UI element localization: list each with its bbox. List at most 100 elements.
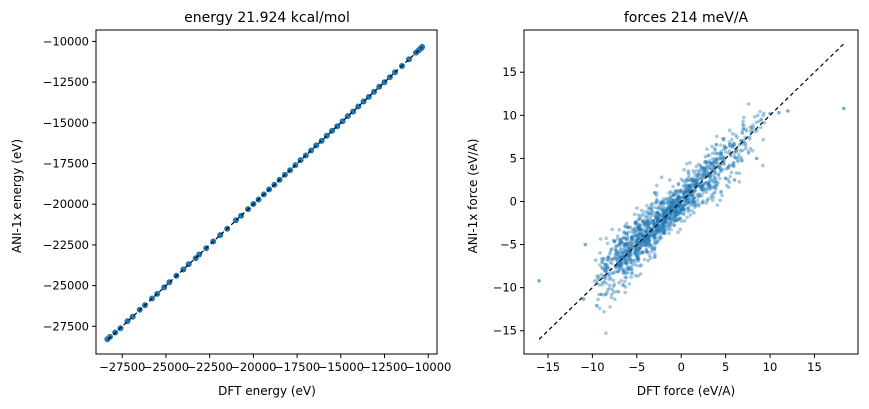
forces-data-point xyxy=(659,228,663,232)
forces-data-point xyxy=(676,217,681,222)
forces-data-point xyxy=(692,196,696,200)
forces-data-point xyxy=(666,223,671,228)
forces-data-point xyxy=(636,224,641,228)
forces-data-point xyxy=(676,217,681,222)
forces-data-point xyxy=(623,260,628,265)
forces-data-point xyxy=(672,209,677,213)
forces-data-point xyxy=(721,137,725,141)
forces-data-point xyxy=(638,241,642,246)
forces-data-point xyxy=(647,237,651,242)
forces-data-point xyxy=(721,159,726,164)
forces-data-point xyxy=(600,266,605,271)
forces-data-point xyxy=(669,204,674,209)
forces-data-point xyxy=(668,194,673,199)
forces-data-point xyxy=(617,281,621,285)
forces-data-point xyxy=(680,203,685,208)
forces-data-point xyxy=(638,246,642,250)
forces-data-point xyxy=(648,242,653,247)
forces-data-point xyxy=(671,184,675,189)
forces-data-point xyxy=(675,197,680,202)
forces-data-point xyxy=(674,215,679,220)
forces-data-point xyxy=(660,201,665,205)
forces-data-point xyxy=(652,232,657,237)
forces-data-point xyxy=(675,195,680,200)
forces-data-point xyxy=(646,220,650,224)
forces-data-point xyxy=(638,223,642,227)
forces-data-point xyxy=(674,211,679,215)
forces-data-point xyxy=(679,177,684,181)
forces-data-point xyxy=(696,172,701,177)
forces-data-point xyxy=(700,166,705,170)
forces-data-point xyxy=(633,221,638,225)
forces-data-point xyxy=(654,228,659,233)
energy-y-tick-label: −17500 xyxy=(43,157,89,171)
forces-data-point xyxy=(701,172,706,177)
forces-data-point xyxy=(699,185,703,189)
forces-data-point xyxy=(683,190,687,195)
forces-data-point xyxy=(609,247,613,252)
forces-data-point xyxy=(740,158,744,163)
forces-data-point xyxy=(701,169,706,174)
forces-data-point xyxy=(631,258,635,263)
forces-data-point xyxy=(641,243,645,247)
forces-data-point xyxy=(633,253,638,257)
forces-data-point xyxy=(697,162,701,167)
forces-panel: forces 214 meV/A −15 −10 −5 0 5 10 15 −15 −10 −5 0… xyxy=(466,10,859,398)
forces-data-point xyxy=(616,253,621,257)
forces-data-point xyxy=(677,203,682,208)
forces-data-point xyxy=(740,148,745,153)
forces-data-point xyxy=(640,243,644,248)
forces-data-point xyxy=(639,250,644,255)
forces-data-point xyxy=(636,248,641,252)
forces-data-point xyxy=(736,159,740,164)
forces-data-point xyxy=(706,174,711,178)
forces-data-point xyxy=(684,189,689,194)
forces-data-point xyxy=(682,203,687,207)
forces-data-point xyxy=(602,309,606,314)
forces-data-point xyxy=(676,197,681,201)
energy-y-tick-label: −27500 xyxy=(43,319,89,333)
forces-data-point xyxy=(682,167,686,172)
forces-data-point xyxy=(650,246,655,251)
forces-data-point xyxy=(635,263,639,268)
energy-chart-title: energy 21.924 kcal/mol xyxy=(184,10,350,26)
forces-data-point xyxy=(686,206,690,210)
forces-data-point xyxy=(702,174,707,178)
forces-data-point xyxy=(692,189,697,194)
forces-data-point xyxy=(710,198,715,203)
forces-data-point xyxy=(673,212,677,216)
forces-data-point xyxy=(732,143,736,147)
forces-data-point xyxy=(623,256,627,261)
forces-data-point xyxy=(672,223,676,228)
forces-data-point xyxy=(605,263,609,267)
forces-data-point xyxy=(611,257,615,261)
forces-data-point xyxy=(645,237,650,241)
forces-data-point xyxy=(623,269,628,274)
forces-data-point xyxy=(644,240,648,245)
forces-data-point xyxy=(629,258,634,262)
forces-data-point xyxy=(656,218,660,222)
forces-data-point xyxy=(640,227,645,232)
forces-data-point xyxy=(687,192,691,196)
forces-data-point xyxy=(644,225,649,229)
forces-data-point xyxy=(673,201,678,206)
forces-data-point xyxy=(727,128,732,132)
forces-data-point xyxy=(695,192,699,197)
forces-data-point xyxy=(646,234,651,238)
forces-data-point xyxy=(655,220,660,225)
forces-data-point xyxy=(701,199,705,203)
forces-data-point xyxy=(678,189,683,194)
forces-data-point xyxy=(630,234,635,239)
forces-outlier-point xyxy=(626,225,630,230)
forces-data-point xyxy=(675,192,680,197)
forces-data-point xyxy=(680,207,684,212)
forces-data-point xyxy=(600,259,605,264)
energy-y-tick-label: −20000 xyxy=(43,197,89,211)
forces-data-point xyxy=(632,231,636,236)
forces-data-point xyxy=(686,209,690,214)
forces-data-point xyxy=(724,150,728,154)
forces-outlier-point xyxy=(754,156,759,161)
forces-data-point xyxy=(674,209,679,214)
forces-data-point xyxy=(746,102,751,106)
forces-data-point xyxy=(681,184,686,188)
